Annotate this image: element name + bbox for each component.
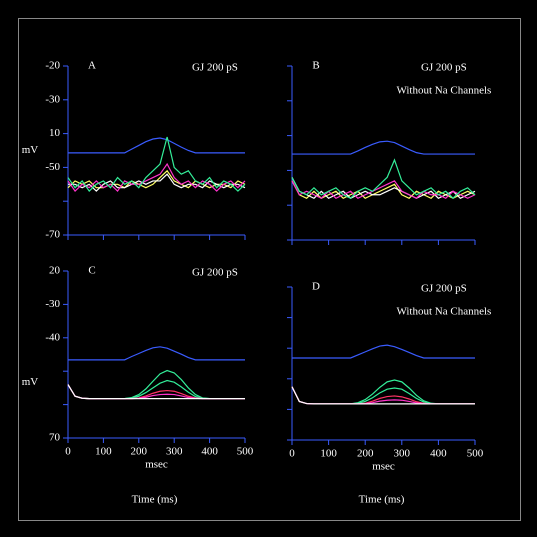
frame	[18, 18, 521, 521]
y-tick-label: 20	[49, 265, 61, 277]
x-tick-label: 300	[166, 446, 183, 458]
y-tick-label: -30	[45, 298, 60, 310]
trace	[67, 136, 246, 192]
x-label: msec	[145, 459, 168, 471]
trace	[67, 384, 245, 400]
trace	[67, 162, 246, 192]
x-tick-label: 100	[320, 448, 337, 460]
x-label: msec	[372, 461, 395, 473]
trace	[292, 344, 475, 359]
x-tick-label: 100	[95, 446, 112, 458]
y-tick-label: -70	[45, 229, 60, 241]
y-tick-label: -50	[45, 161, 60, 173]
trace	[67, 384, 245, 400]
footer: Time (ms)	[359, 494, 405, 506]
y-tick-label: -30	[45, 93, 60, 105]
trace	[291, 180, 476, 199]
x-tick-label: 400	[201, 446, 218, 458]
annotation: GJ 200 pS	[192, 267, 238, 279]
annotation: GJ 200 pS	[192, 62, 238, 74]
trace	[68, 346, 245, 361]
trace	[291, 386, 475, 405]
x-tick-label: 500	[237, 446, 254, 458]
x-tick-label: 200	[357, 448, 374, 460]
y-tick-label: 10	[49, 127, 61, 139]
y-tick-label: -20	[45, 60, 60, 72]
trace	[291, 180, 476, 199]
y-tick-label: 70	[49, 432, 61, 444]
footer: Time (ms)	[132, 494, 178, 506]
x-tick-label: 400	[430, 448, 447, 460]
x-tick-label: 500	[467, 448, 484, 460]
panel-label: A	[88, 60, 96, 72]
trace	[67, 379, 245, 400]
y-tick-label: -40	[45, 331, 60, 343]
panel-label: C	[88, 265, 95, 277]
annotation: Without Na Channels	[396, 85, 491, 97]
x-tick-label: 0	[65, 446, 71, 458]
x-tick-label: 300	[394, 448, 411, 460]
trace	[67, 369, 245, 400]
trace	[291, 386, 475, 405]
y-label: mV	[22, 376, 39, 388]
y-label: mV	[22, 144, 39, 156]
annotation: Without Na Channels	[396, 306, 491, 318]
trace	[291, 158, 476, 200]
trace	[68, 173, 246, 192]
trace	[291, 177, 476, 199]
trace	[292, 140, 475, 155]
panel-label: D	[312, 281, 320, 293]
trace	[291, 386, 475, 405]
x-tick-label: 200	[131, 446, 148, 458]
panel-label: B	[312, 60, 319, 72]
trace	[68, 137, 245, 154]
x-tick-label: 0	[289, 448, 295, 460]
annotation: GJ 200 pS	[421, 62, 467, 74]
trace	[67, 384, 245, 400]
annotation: GJ 200 pS	[421, 283, 467, 295]
trace	[291, 386, 475, 405]
